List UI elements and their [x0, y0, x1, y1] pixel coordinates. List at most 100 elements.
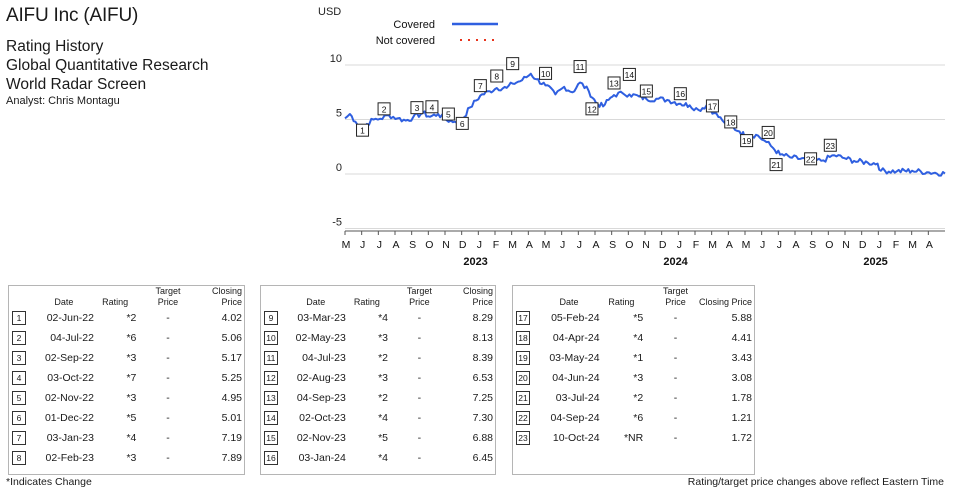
- x-month-label: O: [625, 239, 633, 251]
- legend-label-not-covered: Not covered: [376, 35, 435, 47]
- rating-marker-number: 8: [494, 71, 499, 81]
- rating-marker-number: 1: [360, 126, 365, 136]
- date-header: Date: [54, 297, 74, 307]
- row-number-badge: 1: [12, 311, 26, 325]
- row-number-badge: 22: [516, 411, 530, 425]
- table-row: 10 02-May-23 *3 - 8.13: [261, 328, 495, 348]
- closing-price: 1.21: [731, 412, 752, 424]
- rating-value: *5: [378, 432, 388, 444]
- rating-marker-box: [724, 115, 738, 129]
- row-number-badge: 6: [12, 411, 26, 425]
- x-month-label: J: [560, 239, 565, 251]
- rating-date: 01-Dec-22: [44, 412, 94, 424]
- change-footnote: *Indicates Change: [6, 476, 92, 488]
- closing-price: 7.25: [472, 392, 493, 404]
- rating-value: *4: [633, 332, 644, 344]
- target-price: -: [166, 352, 170, 364]
- closing-price: 8.39: [472, 352, 493, 364]
- x-month-label: J: [677, 239, 682, 251]
- rating-marker-number: 21: [771, 160, 781, 170]
- target-price: -: [673, 312, 678, 324]
- table-row: 17 05-Feb-24 *5 - 5.88: [513, 308, 754, 328]
- target-price: -: [673, 352, 678, 364]
- rating-date: 03-Jul-24: [555, 392, 600, 404]
- x-month-label: A: [526, 239, 533, 251]
- rating-date: 02-Feb-23: [45, 452, 94, 464]
- rating-header: Rating: [608, 297, 635, 307]
- x-month-label: N: [442, 239, 450, 251]
- rating-value: *5: [126, 412, 137, 424]
- rating-value: *3: [126, 392, 137, 404]
- rating-table-1: Date Rating Target Price Closing Price 1 02-J…: [8, 285, 245, 475]
- rating-marker-box: [823, 138, 837, 152]
- legend-label-covered: Covered: [393, 19, 435, 31]
- target-price: -: [166, 432, 170, 444]
- date-header: Date: [559, 297, 579, 307]
- x-month-label: A: [592, 239, 599, 251]
- x-month-label: S: [609, 239, 616, 251]
- rating-header: Rating: [353, 297, 380, 307]
- rating-marker-box: [622, 67, 636, 81]
- rating-value: *3: [633, 372, 644, 384]
- row-number-badge: 20: [516, 371, 530, 385]
- rating-marker-box: [740, 134, 754, 148]
- closing-price: 1.78: [731, 392, 752, 404]
- rating-value: *3: [378, 372, 388, 384]
- x-month-label: J: [877, 239, 882, 251]
- x-month-label: A: [726, 239, 733, 251]
- table-row: 3 02-Sep-22 *3 - 5.17: [9, 348, 244, 368]
- rating-marker-box: [769, 158, 783, 172]
- closing-price: 4.02: [221, 312, 242, 324]
- rating-marker-number: 2: [382, 104, 387, 114]
- target-price: -: [166, 392, 170, 404]
- rating-marker-number: 22: [806, 154, 816, 164]
- rating-value: *3: [378, 332, 388, 344]
- x-month-label: M: [708, 239, 717, 251]
- rating-marker-box: [455, 116, 469, 130]
- y-tick-label: 10: [330, 53, 342, 65]
- closing-price: 5.25: [221, 372, 242, 384]
- rating-date: 03-Mar-23: [297, 312, 346, 324]
- x-month-label: A: [792, 239, 799, 251]
- rating-value: *7: [126, 372, 137, 384]
- x-month-label: S: [409, 239, 416, 251]
- table-row: 5 02-Nov-22 *3 - 4.95: [9, 388, 244, 408]
- table-header-row: Date Rating Target Price Closing Price: [513, 286, 754, 308]
- target-price: -: [417, 332, 422, 344]
- table-row: 20 04-Jun-24 *3 - 3.08: [513, 368, 754, 388]
- target-price: -: [673, 392, 678, 404]
- closing-price: 8.13: [472, 332, 493, 344]
- rating-date: 02-Jun-22: [46, 312, 94, 324]
- rating-date: 03-Jan-23: [46, 432, 94, 444]
- report-type: Rating History: [6, 38, 104, 55]
- rating-value: *2: [378, 392, 388, 404]
- rating-marker-number: 13: [609, 78, 619, 88]
- rating-date: 03-Oct-22: [47, 372, 94, 384]
- table-row: 4 03-Oct-22 *7 - 5.25: [9, 368, 244, 388]
- row-number-badge: 3: [12, 351, 26, 365]
- rating-value: *3: [126, 452, 137, 464]
- rating-marker-box: [425, 100, 439, 114]
- rating-date: 05-Feb-24: [551, 312, 600, 324]
- rating-value: *2: [378, 352, 388, 364]
- rating-marker-box: [804, 152, 818, 166]
- rating-value: *2: [126, 312, 137, 324]
- rating-value: *4: [378, 452, 388, 464]
- rating-date: 04-Sep-23: [296, 392, 346, 404]
- rating-value: *2: [633, 392, 644, 404]
- x-month-label: D: [459, 239, 467, 251]
- row-number-badge: 17: [516, 311, 530, 325]
- x-month-label: M: [908, 239, 917, 251]
- rating-date: 02-Sep-22: [44, 352, 94, 364]
- rating-date: 04-Jun-24: [552, 372, 600, 384]
- target-price: -: [673, 432, 678, 444]
- x-month-label: O: [825, 239, 833, 251]
- rating-marker-number: 10: [541, 69, 551, 79]
- rating-value: *3: [126, 352, 137, 364]
- rating-marker-number: 14: [625, 70, 635, 80]
- target-price: -: [673, 412, 678, 424]
- table-row: 6 01-Dec-22 *5 - 5.01: [9, 408, 244, 428]
- table-row: 18 04-Apr-24 *4 - 4.41: [513, 328, 754, 348]
- x-month-label: N: [842, 239, 850, 251]
